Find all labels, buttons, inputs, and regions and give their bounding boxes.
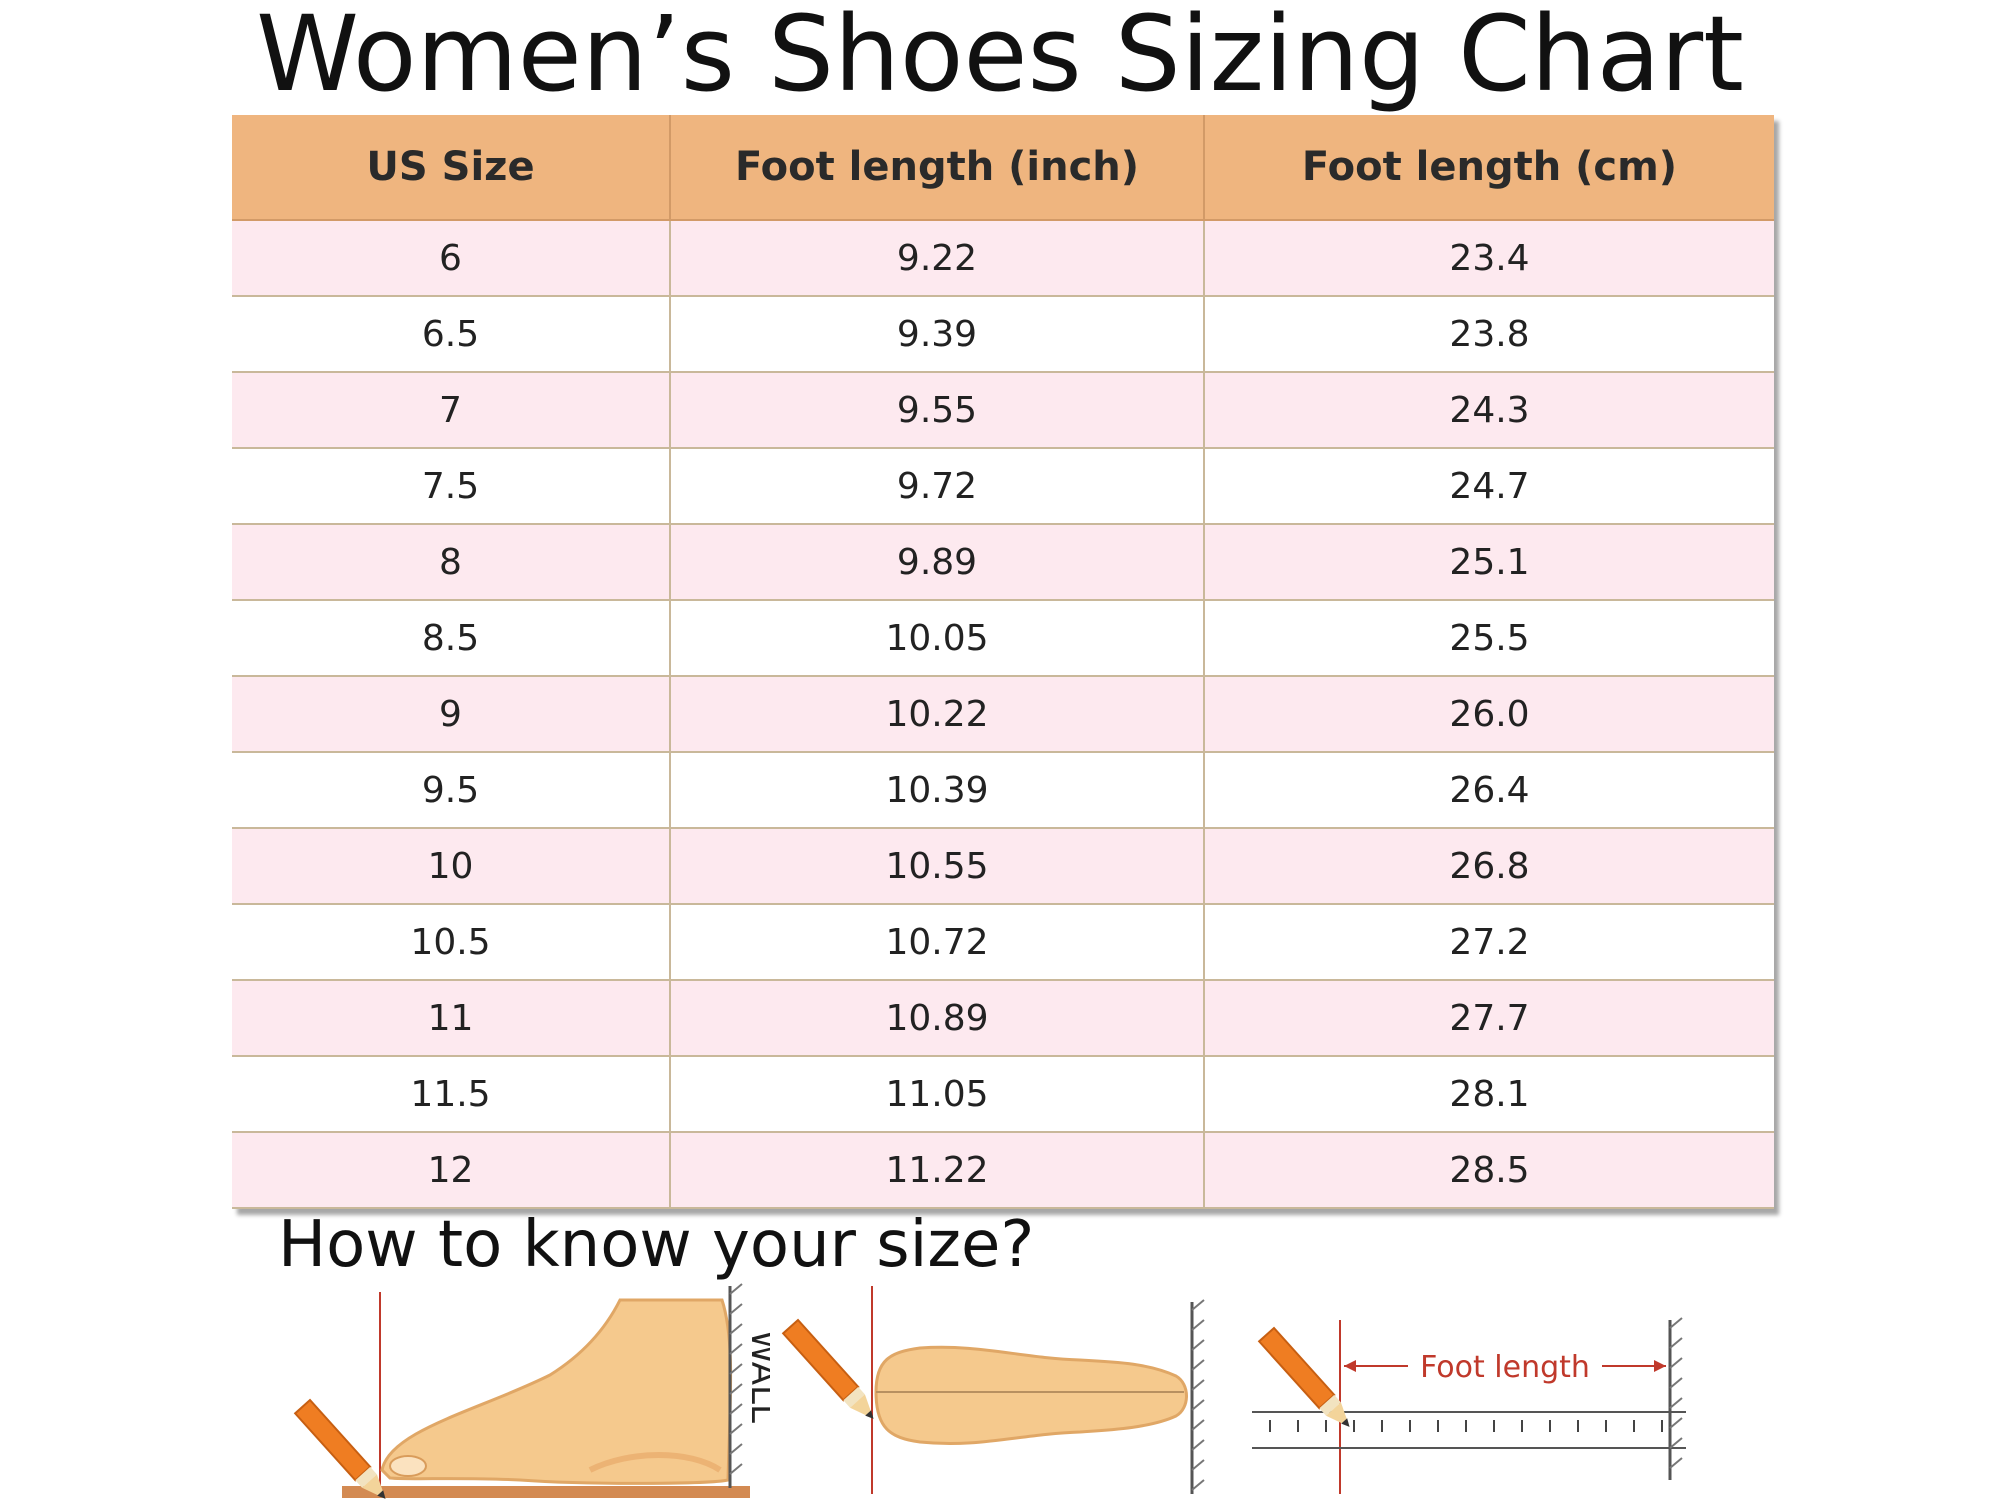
us-size-cell: 8.5 bbox=[232, 600, 671, 677]
foot-length-label: Foot length bbox=[1420, 1350, 1590, 1385]
table-row: 12 11.22 28.5 bbox=[232, 1132, 1774, 1209]
foot-length-cm-cell: 28.5 bbox=[1204, 1132, 1774, 1209]
table-row: 7.5 9.72 24.7 bbox=[232, 448, 1774, 525]
table-row: 10.5 10.72 27.2 bbox=[232, 904, 1774, 981]
table-row: 7 9.55 24.3 bbox=[232, 372, 1774, 449]
foot-length-inch-cell: 10.22 bbox=[670, 676, 1205, 753]
foot-length-cm-cell: 27.7 bbox=[1204, 980, 1774, 1057]
us-size-cell: 6 bbox=[232, 220, 671, 297]
pencil-icon bbox=[781, 1318, 874, 1419]
foot-side-view-illustration: WALL bbox=[293, 1283, 770, 1499]
us-size-cell: 8 bbox=[232, 524, 671, 601]
table-row: 6.5 9.39 23.8 bbox=[232, 296, 1774, 373]
foot-top-icon bbox=[874, 1345, 1188, 1445]
foot-length-inch-cell: 10.55 bbox=[670, 828, 1205, 905]
wall-label: WALL bbox=[743, 1330, 770, 1423]
ruler-icon bbox=[1252, 1411, 1686, 1449]
us-size-cell: 6.5 bbox=[232, 296, 671, 373]
header-foot-length-inch: Foot length (inch) bbox=[670, 115, 1205, 221]
us-size-cell: 7 bbox=[232, 372, 671, 449]
foot-length-inch-cell: 10.72 bbox=[670, 904, 1205, 981]
header-foot-length-cm: Foot length (cm) bbox=[1204, 115, 1774, 221]
foot-length-inch-cell: 11.22 bbox=[670, 1132, 1205, 1209]
us-size-cell: 10 bbox=[232, 828, 671, 905]
foot-length-cm-cell: 23.4 bbox=[1204, 220, 1774, 297]
table-row: 9 10.22 26.0 bbox=[232, 676, 1774, 753]
foot-length-inch-cell: 9.55 bbox=[670, 372, 1205, 449]
foot-length-cm-cell: 26.0 bbox=[1204, 676, 1774, 753]
us-size-cell: 7.5 bbox=[232, 448, 671, 525]
ruler-measure-illustration: Foot length bbox=[1252, 1317, 1686, 1494]
foot-length-cm-cell: 24.3 bbox=[1204, 372, 1774, 449]
foot-length-inch-cell: 10.39 bbox=[670, 752, 1205, 829]
foot-length-cm-cell: 26.4 bbox=[1204, 752, 1774, 829]
us-size-cell: 12 bbox=[232, 1132, 671, 1209]
us-size-cell: 10.5 bbox=[232, 904, 671, 981]
toe-icon bbox=[389, 1455, 427, 1477]
table-row: 8 9.89 25.1 bbox=[232, 524, 1774, 601]
us-size-cell: 9.5 bbox=[232, 752, 671, 829]
table-row: 11 10.89 27.7 bbox=[232, 980, 1774, 1057]
foot-length-cm-cell: 25.1 bbox=[1204, 524, 1774, 601]
table-row: 11.5 11.05 28.1 bbox=[232, 1056, 1774, 1133]
foot-top-view-illustration bbox=[781, 1286, 1205, 1494]
how-to-subtitle: How to know your size? bbox=[278, 1208, 1035, 1282]
foot-length-cm-cell: 28.1 bbox=[1204, 1056, 1774, 1133]
page-title: Women’s Shoes Sizing Chart bbox=[256, 0, 1744, 115]
pencil-icon bbox=[1257, 1326, 1350, 1427]
foot-length-cm-cell: 24.7 bbox=[1204, 448, 1774, 525]
foot-length-inch-cell: 10.05 bbox=[670, 600, 1205, 677]
wall-icon bbox=[1668, 1317, 1683, 1480]
foot-length-cm-cell: 25.5 bbox=[1204, 600, 1774, 677]
foot-length-inch-cell: 11.05 bbox=[670, 1056, 1205, 1133]
wall-icon bbox=[1190, 1299, 1205, 1494]
size-chart-table: US Size Foot length (inch) Foot length (… bbox=[232, 115, 1774, 1209]
wall-icon bbox=[728, 1283, 743, 1488]
table-row: 9.5 10.39 26.4 bbox=[232, 752, 1774, 829]
foot-length-cm-cell: 26.8 bbox=[1204, 828, 1774, 905]
foot-length-inch-cell: 10.89 bbox=[670, 980, 1205, 1057]
pencil-icon bbox=[293, 1398, 386, 1499]
foot-length-arrow bbox=[1344, 1360, 1666, 1372]
table-row: 8.5 10.05 25.5 bbox=[232, 600, 1774, 677]
foot-length-cm-cell: 27.2 bbox=[1204, 904, 1774, 981]
table-header-row: US Size Foot length (inch) Foot length (… bbox=[232, 115, 1774, 221]
foot-length-inch-cell: 9.89 bbox=[670, 524, 1205, 601]
foot-length-inch-cell: 9.72 bbox=[670, 448, 1205, 525]
us-size-cell: 11 bbox=[232, 980, 671, 1057]
table-row: 6 9.22 23.4 bbox=[232, 220, 1774, 297]
us-size-cell: 9 bbox=[232, 676, 671, 753]
foot-length-inch-cell: 9.22 bbox=[670, 220, 1205, 297]
header-us-size: US Size bbox=[232, 115, 671, 221]
us-size-cell: 11.5 bbox=[232, 1056, 671, 1133]
foot-length-cm-cell: 23.8 bbox=[1204, 296, 1774, 373]
floor-board bbox=[342, 1486, 750, 1498]
foot-length-inch-cell: 9.39 bbox=[670, 296, 1205, 373]
table-row: 10 10.55 26.8 bbox=[232, 828, 1774, 905]
